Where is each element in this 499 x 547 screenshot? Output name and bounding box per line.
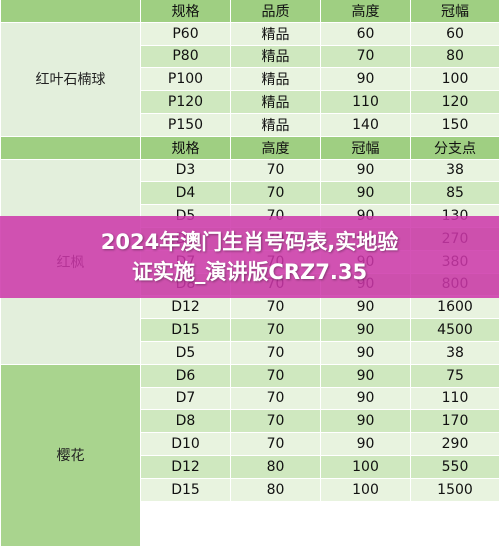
table-cell: P80: [141, 45, 231, 69]
table-cell: 290: [411, 433, 499, 456]
table-cell: 38: [411, 341, 499, 365]
table-cell: 38: [411, 159, 499, 183]
table-cell: D3: [141, 159, 231, 183]
table-cell: D10: [141, 433, 231, 456]
table-cell: 70: [231, 433, 321, 456]
table-cell: 100: [321, 478, 411, 502]
table-cell: 70: [231, 319, 321, 342]
table-cell: 精品: [231, 22, 321, 46]
table-cell: D6: [141, 364, 231, 388]
table-cell: D15: [141, 478, 231, 502]
table-cell: 精品: [231, 91, 321, 114]
table-cell: D5: [141, 341, 231, 365]
table-cell: 90: [321, 68, 411, 92]
table-cell: 70: [231, 410, 321, 434]
table-cell: D4: [141, 182, 231, 206]
group-label-cherry: 樱花: [1, 364, 141, 547]
table-cell: 90: [321, 319, 411, 342]
table-cell: 4500: [411, 319, 499, 342]
table-cell: 75: [411, 364, 499, 388]
table-cell: 精品: [231, 45, 321, 69]
column-header: 规格: [141, 0, 231, 23]
table-cell: D12: [141, 296, 231, 320]
table-cell: 90: [321, 296, 411, 320]
overlay-banner: 2024年澳门生肖号码表,实地验 证实施_演讲版CRZ7.35: [0, 216, 499, 298]
table-cell: 精品: [231, 68, 321, 92]
table-cell: 70: [231, 387, 321, 411]
table-cell: 80: [231, 478, 321, 502]
group-label-red-robin: 红叶石楠球: [1, 22, 141, 137]
banner-line-2: 证实施_演讲版CRZ7.35: [131, 260, 368, 284]
column-header: 高度: [321, 0, 411, 23]
table-cell: 90: [321, 341, 411, 365]
column-header: 冠幅: [411, 0, 499, 23]
table-cell: 80: [231, 455, 321, 479]
table-cell: P120: [141, 91, 231, 114]
table-cell: 85: [411, 182, 499, 206]
table-cell: 140: [321, 113, 411, 137]
table-cell: 70: [231, 341, 321, 365]
table-cell: 70: [231, 364, 321, 388]
table-cell: 60: [411, 22, 499, 46]
table-cell: 90: [321, 182, 411, 206]
table-cell: D8: [141, 410, 231, 434]
table-cell: 1500: [411, 478, 499, 502]
table-cell: 100: [321, 455, 411, 479]
table-cell: 110: [411, 387, 499, 411]
table-cell: 80: [411, 45, 499, 69]
table-cell: D15: [141, 319, 231, 342]
column-header: 分支点: [411, 136, 499, 160]
table-cell: 90: [321, 387, 411, 411]
table-cell: P100: [141, 68, 231, 92]
column-header: 规格: [141, 136, 231, 160]
table-cell: 70: [231, 296, 321, 320]
table-cell: D12: [141, 455, 231, 479]
table-cell: 150: [411, 113, 499, 137]
table-cell: 90: [321, 410, 411, 434]
table-cell: 90: [321, 159, 411, 183]
group-header-blank-2: [1, 136, 141, 160]
table-cell: D7: [141, 387, 231, 411]
table-cell: 110: [321, 91, 411, 114]
column-header: 高度: [231, 136, 321, 160]
table-cell: 120: [411, 91, 499, 114]
table-cell: P150: [141, 113, 231, 137]
table-cell: 170: [411, 410, 499, 434]
table-cell: 550: [411, 455, 499, 479]
table-cell: 精品: [231, 113, 321, 137]
table-cell: 1600: [411, 296, 499, 320]
table-cell: 100: [411, 68, 499, 92]
table-cell: 70: [231, 182, 321, 206]
table-cell: 60: [321, 22, 411, 46]
table-cell: 70: [321, 45, 411, 69]
table-cell: 90: [321, 433, 411, 456]
group-header-blank-1: [1, 0, 141, 23]
table-cell: 90: [321, 364, 411, 388]
table-cell: 70: [231, 159, 321, 183]
column-header: 品质: [231, 0, 321, 23]
banner-line-1: 2024年澳门生肖号码表,实地验: [100, 230, 399, 254]
column-header: 冠幅: [321, 136, 411, 160]
table-cell: P60: [141, 22, 231, 46]
